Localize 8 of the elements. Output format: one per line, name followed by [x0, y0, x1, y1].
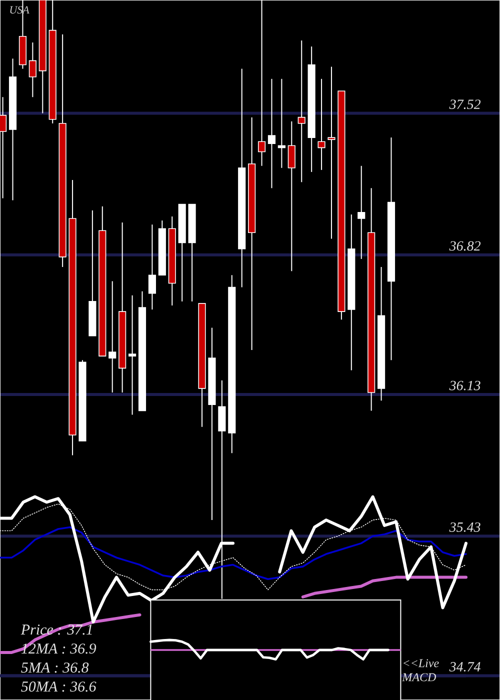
y-tick-label: 34.74 — [449, 662, 480, 672]
y-tick-label: 36.13 — [449, 380, 480, 390]
annotation: 50MA : 36.6 — [21, 682, 96, 692]
annotation: 5MA : 36.8 — [21, 662, 89, 673]
y-tick-label: 37.52 — [449, 100, 481, 110]
y-tick-label: 36.82 — [449, 241, 481, 251]
y-tick-label: 35.43 — [449, 522, 480, 532]
annotation: <<Live MACD — [402, 659, 439, 682]
